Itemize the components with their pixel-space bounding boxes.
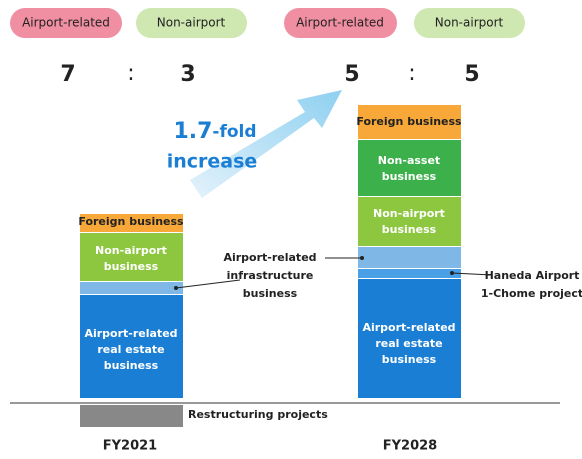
segment-label: Non-airport xyxy=(95,244,167,257)
pill-label: Airport-related xyxy=(296,16,384,30)
segment-label: Airport-related xyxy=(362,321,455,334)
segment-non-asset xyxy=(358,140,461,196)
segment-restructuring xyxy=(80,405,183,427)
year-label: FY2021 xyxy=(103,439,157,454)
segment-label: Airport-related xyxy=(84,327,177,340)
growth-arrow xyxy=(190,90,342,198)
annotation: Airport-related xyxy=(223,251,316,264)
segment-label: business xyxy=(382,353,437,366)
pill-label: Airport-related xyxy=(22,16,110,30)
segment-infrastructure xyxy=(80,282,183,294)
annotation: infrastructure xyxy=(227,269,314,282)
segment-label: business xyxy=(382,223,437,236)
segment-foreign xyxy=(358,105,461,139)
ratio-sep: : xyxy=(127,61,134,86)
leader-line xyxy=(451,272,493,276)
segment-infrastructure xyxy=(358,247,461,268)
pill-airport xyxy=(10,8,122,38)
segment-non-airport xyxy=(358,197,461,246)
segment-real-estate xyxy=(80,295,183,398)
leader-dot xyxy=(174,286,178,290)
annotation: Haneda Airport xyxy=(485,269,580,282)
segment-foreign xyxy=(80,214,183,232)
year-label: FY2028 xyxy=(383,439,437,454)
segment-real-estate xyxy=(358,279,461,398)
segment-label: business xyxy=(104,359,159,372)
growth-word: increase xyxy=(167,151,258,173)
pill-label: Non-airport xyxy=(435,16,504,30)
annotation: business xyxy=(243,287,298,300)
pill-non-airport xyxy=(414,8,525,38)
ratio-sep: : xyxy=(408,61,415,86)
segment-label: business xyxy=(104,260,159,273)
leader-dot xyxy=(450,271,454,275)
ratio: 3 xyxy=(180,62,195,87)
ratio: 7 xyxy=(60,62,75,87)
growth-text: 1.7-fold xyxy=(173,119,256,144)
segment-non-airport xyxy=(80,233,183,281)
leader-dot xyxy=(360,256,364,260)
annotation: Restructuring projects xyxy=(188,408,328,421)
segment-label: real estate xyxy=(375,337,442,350)
segment-label: Non-airport xyxy=(373,207,445,220)
segment-label: Foreign business xyxy=(78,215,184,228)
annotation: 1-Chome project xyxy=(481,287,582,300)
segment-label: real estate xyxy=(97,343,164,356)
segment-label: Non-asset xyxy=(378,154,440,167)
segment-label: Foreign business xyxy=(356,115,462,128)
ratio: 5 xyxy=(464,62,479,87)
growth-amount: 1.7 xyxy=(173,119,212,144)
segment-label: business xyxy=(382,170,437,183)
segment-haneda xyxy=(358,269,461,278)
ratio: 5 xyxy=(344,62,359,87)
pill-label: Non-airport xyxy=(157,16,226,30)
leader-line xyxy=(175,279,241,289)
pill-airport xyxy=(284,8,397,38)
growth-suffix: -fold xyxy=(212,122,256,142)
pill-non-airport xyxy=(136,8,247,38)
